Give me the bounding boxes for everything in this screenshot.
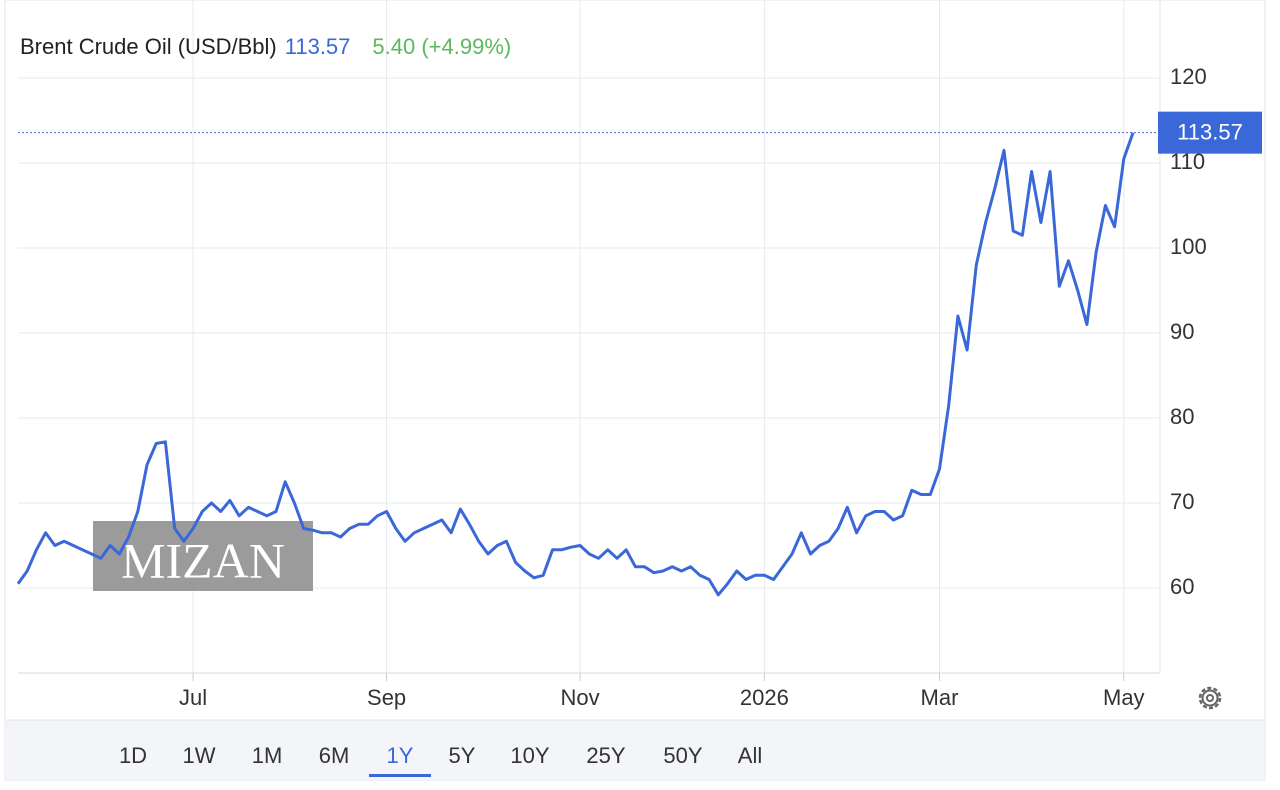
range-button[interactable]: All xyxy=(738,743,762,768)
range-button[interactable]: 5Y xyxy=(449,743,476,768)
range-button-underline xyxy=(369,774,431,777)
y-tick-label: 80 xyxy=(1170,404,1194,429)
x-tick-label: Mar xyxy=(921,685,959,710)
chart-frame xyxy=(4,0,1266,781)
range-button-label: 1M xyxy=(252,743,283,768)
range-button-label: 25Y xyxy=(586,743,625,768)
watermark: MIZAN xyxy=(93,521,313,591)
range-button-label: 1W xyxy=(183,743,216,768)
y-tick-label: 60 xyxy=(1170,574,1194,599)
range-button-label: 1D xyxy=(119,743,147,768)
range-button-label: All xyxy=(738,743,762,768)
x-tick-label: Jul xyxy=(179,685,207,710)
range-button[interactable]: 1W xyxy=(183,743,216,768)
y-tick-label: 70 xyxy=(1170,489,1194,514)
range-button-label: 5Y xyxy=(449,743,476,768)
watermark-text: MIZAN xyxy=(121,532,285,588)
y-tick-label: 100 xyxy=(1170,234,1207,259)
grid xyxy=(18,0,1160,673)
range-button-label: 10Y xyxy=(510,743,549,768)
range-button[interactable]: 10Y xyxy=(510,743,549,768)
range-button-label: 50Y xyxy=(663,743,702,768)
x-tick-label: May xyxy=(1103,685,1145,710)
settings-icon[interactable] xyxy=(1198,686,1222,710)
range-button[interactable]: 1M xyxy=(252,743,283,768)
range-button[interactable]: 25Y xyxy=(586,743,625,768)
y-tick-label: 120 xyxy=(1170,64,1207,89)
x-tick-label: 2026 xyxy=(740,685,789,710)
x-tick-label: Sep xyxy=(367,685,406,710)
range-button-label: 1Y xyxy=(387,743,414,768)
header-change: 5.40 (+4.99%) xyxy=(372,34,511,59)
last-value-tag xyxy=(1158,111,1262,154)
gear-teeth xyxy=(1198,686,1222,710)
header: Brent Crude Oil (USD/Bbl) 113.57 5.40 (+… xyxy=(20,34,511,59)
gear-body xyxy=(1201,689,1219,707)
range-button[interactable]: 1Y xyxy=(369,743,431,777)
range-bar xyxy=(6,720,1264,779)
y-tick-label: 90 xyxy=(1170,319,1194,344)
header-price: 113.57 xyxy=(285,34,351,59)
x-tick-label: Nov xyxy=(561,685,600,710)
price-line xyxy=(16,132,1135,597)
chart-title: Brent Crude Oil (USD/Bbl) xyxy=(20,34,277,59)
range-button-label: 6M xyxy=(319,743,350,768)
range-button[interactable]: 50Y xyxy=(663,743,702,768)
range-button[interactable]: 1D xyxy=(119,743,147,768)
last-value-label: 113.57 xyxy=(1177,119,1243,144)
gear-hole xyxy=(1206,694,1214,702)
range-button[interactable]: 6M xyxy=(319,743,350,768)
